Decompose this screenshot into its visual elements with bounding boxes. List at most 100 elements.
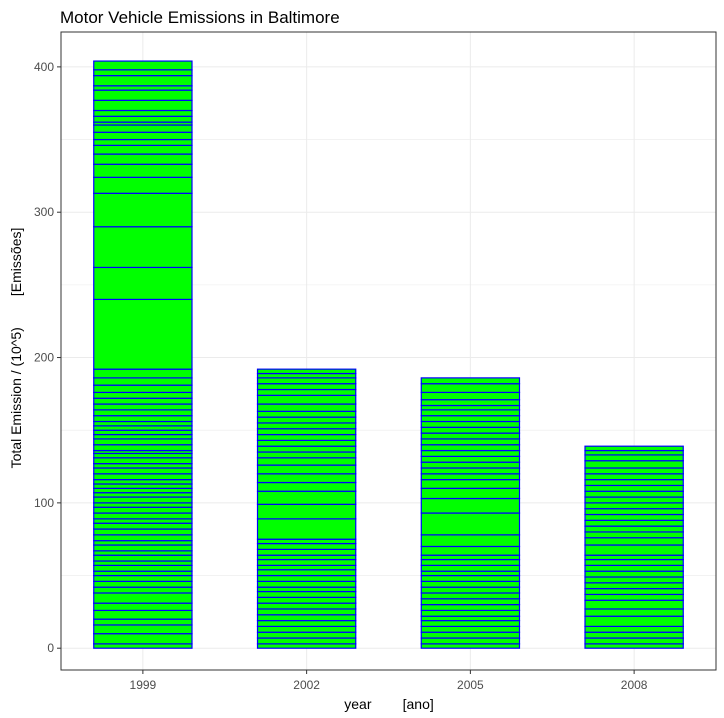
bar-segment (93, 540, 193, 546)
bar-segment (420, 619, 521, 628)
bar-segment (93, 534, 193, 542)
bar-segment (420, 415, 521, 423)
bar-segment (256, 416, 357, 424)
bar-segment (93, 60, 193, 71)
bar-segment (93, 522, 193, 530)
bar-segment (256, 538, 357, 545)
panel-border (60, 31, 717, 671)
bar-segment (93, 564, 193, 572)
bar-segment (256, 388, 357, 396)
bar-segment (584, 449, 684, 456)
bar-segment (256, 410, 357, 418)
x-tick-label: 2002 (293, 678, 320, 692)
bar-segment (420, 473, 521, 481)
bar-segment (584, 582, 684, 590)
bar-segment (584, 445, 684, 452)
y-axis: 0 100 200 300 400 (34, 60, 61, 655)
bar-segment (256, 558, 357, 566)
bar-segment (256, 428, 357, 436)
bars (93, 60, 684, 649)
bar-segment (420, 497, 521, 514)
bar-segment (256, 372, 357, 379)
bar-segment (93, 518, 193, 524)
bar-segment (93, 124, 193, 133)
bar-segment (420, 377, 521, 385)
bar-segment (93, 298, 193, 370)
bar-segment (584, 599, 684, 610)
bar-segment (93, 473, 193, 481)
bar-segment (93, 528, 193, 536)
bar-segment (93, 377, 193, 386)
bar-segment (420, 404, 521, 411)
x-tick-label: 2005 (457, 678, 484, 692)
bar-segment (420, 598, 521, 606)
bar-segment (93, 266, 193, 301)
bar-segment (256, 631, 357, 639)
bar-segment (256, 503, 357, 520)
bar-segment (420, 383, 521, 394)
y-tick-label: 200 (34, 351, 54, 365)
bar-segment (420, 574, 521, 582)
bar-segment (93, 415, 193, 423)
bar-segment (93, 602, 193, 612)
bar-segment (256, 403, 357, 412)
bar-segment (256, 590, 357, 598)
bar-segment (93, 144, 193, 155)
bar-segment (420, 455, 521, 463)
bar-segment (93, 420, 193, 427)
bar-segment (256, 602, 357, 610)
bar-segment (584, 519, 684, 527)
bar-segment (93, 506, 193, 514)
bar-segment (93, 109, 193, 117)
bar-segment (256, 554, 357, 561)
bar-segment (420, 604, 521, 612)
bar-segment (420, 625, 521, 633)
bar-segment (256, 569, 357, 577)
bar-segment (420, 580, 521, 588)
bar-segment (93, 502, 193, 508)
bar-segment (420, 545, 521, 556)
bar-segment (420, 637, 521, 645)
bar-segment (420, 512, 521, 536)
y-tick-label: 400 (34, 60, 54, 74)
bar-segment (420, 615, 521, 622)
bar-segment (256, 596, 357, 604)
bar-segment (584, 558, 684, 566)
bar-segment (93, 483, 193, 489)
x-axis: 1999 2002 2005 2008 (130, 670, 648, 692)
bar-segment (256, 394, 357, 405)
bar-segment (256, 548, 357, 556)
bar-segment (420, 570, 521, 577)
bar-segment (420, 631, 521, 639)
bar-segment (93, 403, 193, 411)
bar-segment (584, 502, 684, 510)
bar-segment (420, 399, 521, 407)
bar-segment (93, 391, 193, 399)
bar-segment (93, 479, 193, 485)
bar-segment (256, 564, 357, 571)
bar-segment (584, 467, 684, 475)
bar-segment (93, 425, 193, 431)
bar-segment (93, 550, 193, 556)
bar-segment (420, 461, 521, 469)
bar-segment (584, 537, 684, 546)
bar-segment (93, 467, 193, 475)
bar-segment (93, 163, 193, 178)
bar-segment (584, 525, 684, 533)
bar-segment (420, 558, 521, 566)
y-tick-label: 100 (34, 496, 54, 510)
bar-segment (93, 85, 193, 91)
bar-segment (584, 625, 684, 633)
bar-segment (93, 115, 193, 123)
bar-segment (93, 609, 193, 620)
bar-segment (93, 592, 193, 604)
bar-segment (584, 631, 684, 639)
bar-segment (420, 444, 521, 452)
bar-segment (256, 586, 357, 593)
bar-segment (420, 609, 521, 617)
bar-segment (584, 554, 684, 561)
bar-segment (93, 457, 193, 465)
bar-segment (256, 422, 357, 430)
bar-segment (420, 479, 521, 489)
